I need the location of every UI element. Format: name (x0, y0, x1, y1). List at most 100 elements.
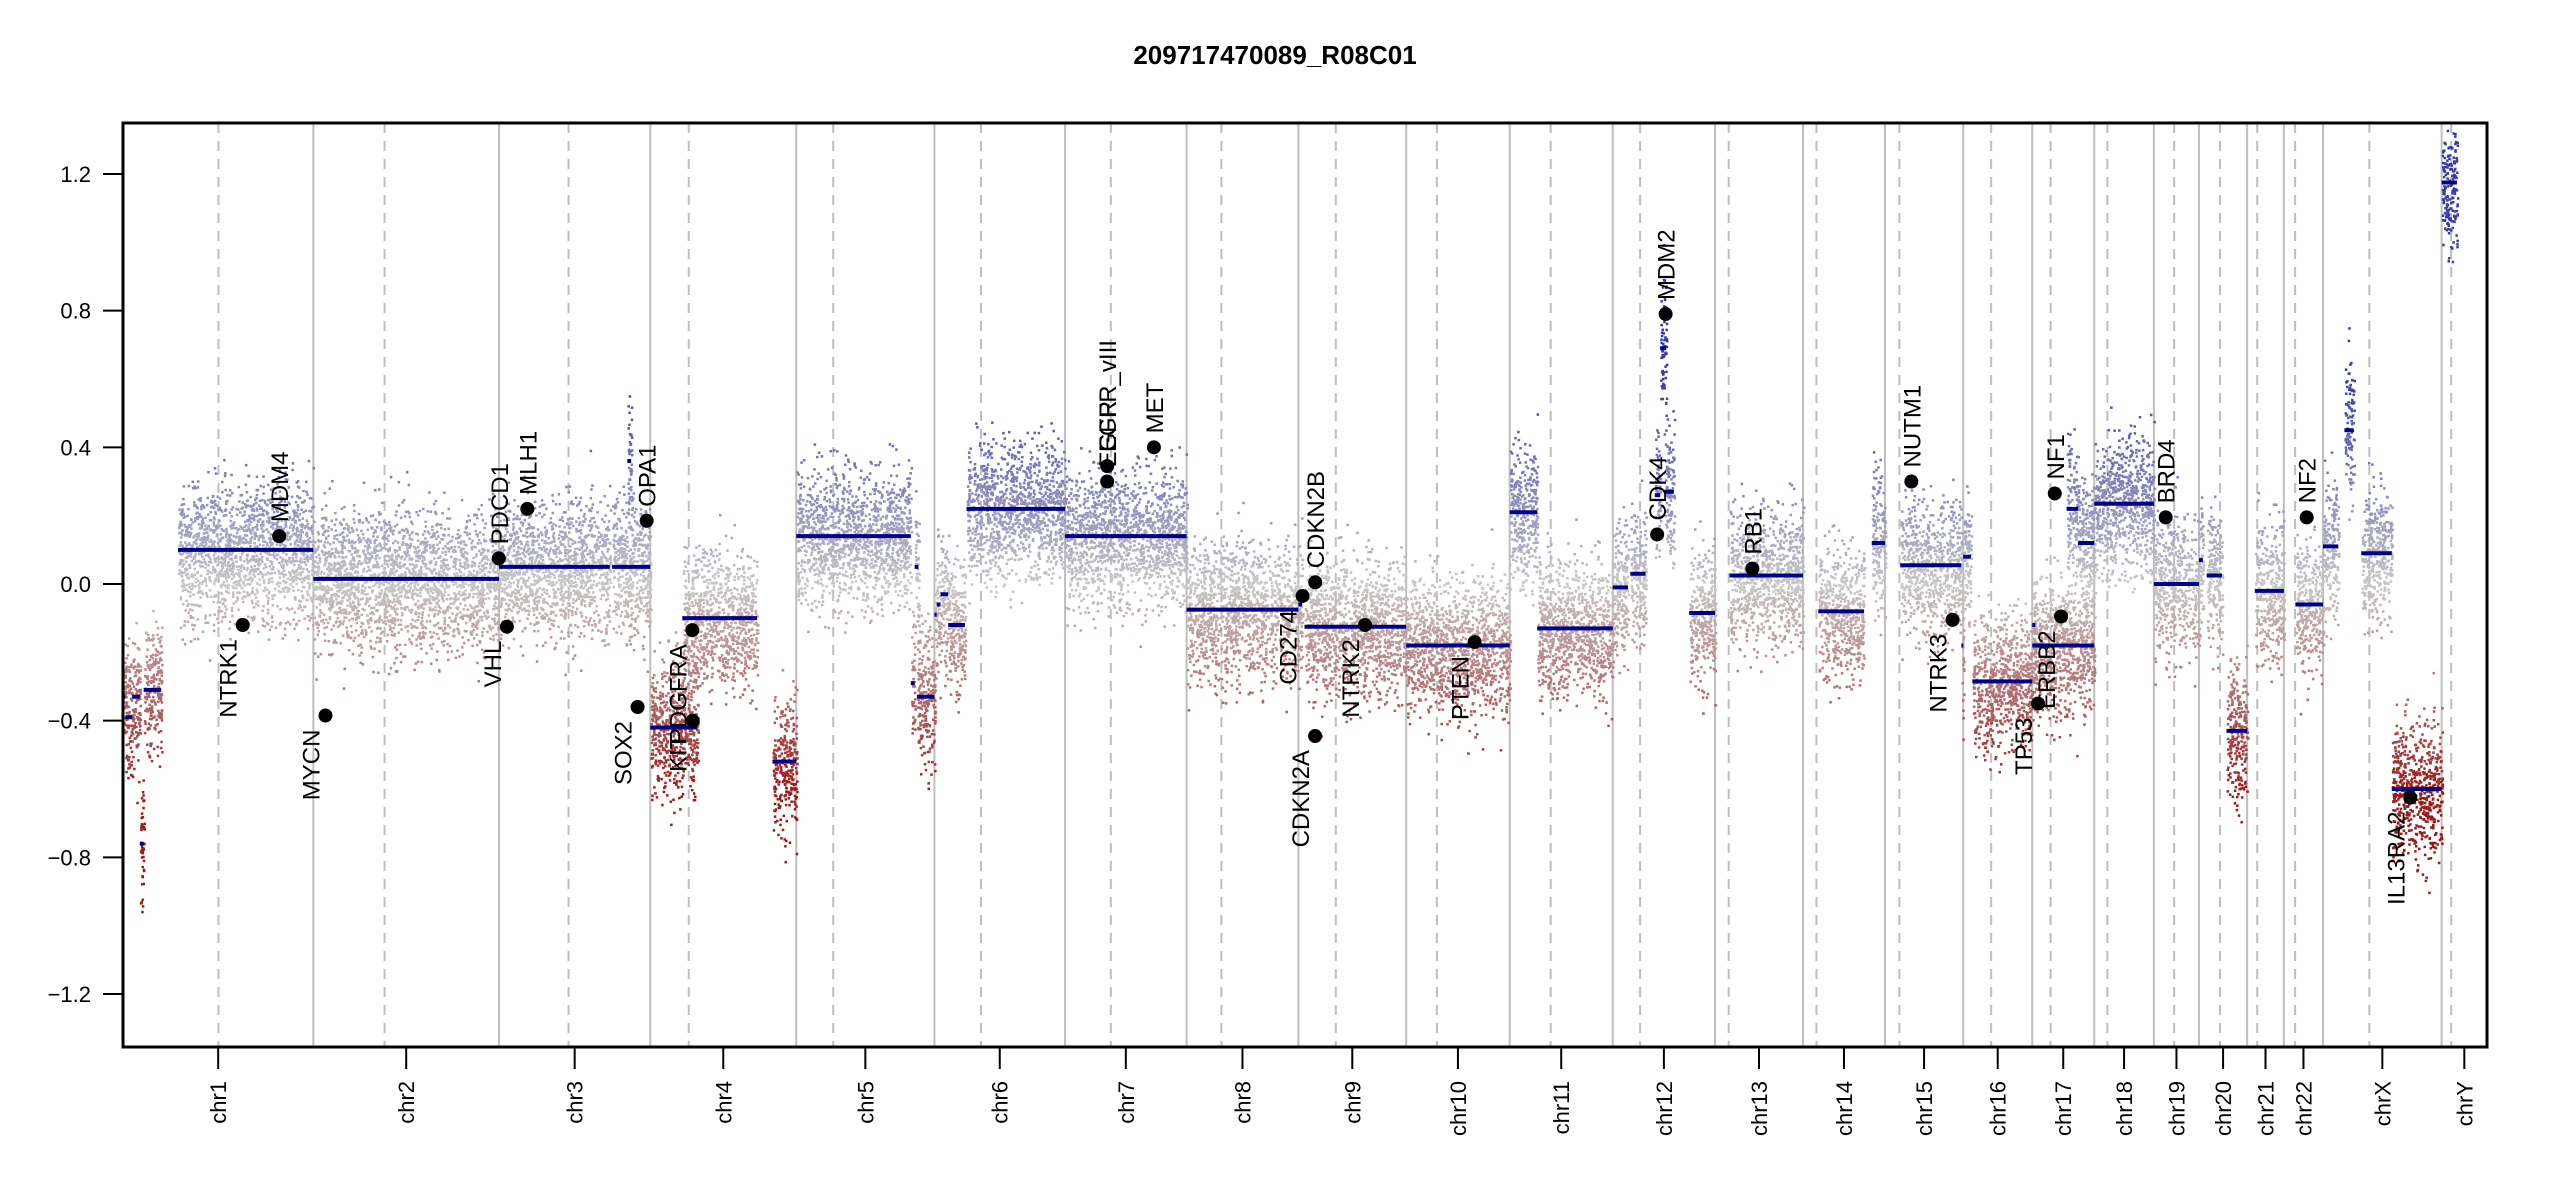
probe-point (574, 577, 577, 580)
probe-point (350, 541, 353, 544)
probe-point (394, 551, 397, 554)
probe-point (334, 523, 337, 526)
probe-point (494, 602, 497, 605)
probe-point (459, 562, 462, 565)
probe-point (145, 655, 148, 658)
probe-point (357, 645, 360, 648)
probe-point (364, 587, 367, 590)
probe-point (527, 605, 530, 608)
cnv-plot: NTRK1MDM4MYCNPDCD1VHLMLH1SOX2OPA1KITPDGF… (0, 0, 2550, 1200)
probe-point (187, 620, 190, 623)
probe-point (254, 593, 257, 596)
probe-point (408, 484, 411, 487)
probe-point (138, 671, 141, 674)
probe-point (398, 589, 401, 592)
probe-point (231, 492, 234, 495)
probe-point (465, 557, 468, 560)
probe-point (427, 530, 430, 533)
probe-point (348, 531, 351, 534)
probe-point (346, 604, 349, 607)
probe-point (299, 539, 302, 542)
probe-point (322, 524, 325, 527)
probe-point (221, 573, 224, 576)
probe-point (265, 566, 268, 569)
probe-point (295, 622, 298, 625)
probe-point (232, 506, 235, 509)
probe-point (349, 636, 352, 639)
probe-point (352, 582, 355, 585)
probe-point (338, 562, 341, 565)
probe-point (314, 561, 317, 564)
probe-point (298, 519, 301, 522)
probe-point (140, 829, 143, 832)
probe-point (598, 582, 601, 585)
probe-point (126, 755, 129, 758)
probe-point (558, 525, 561, 528)
probe-point (127, 743, 130, 746)
probe-point (142, 800, 145, 803)
probe-point (294, 522, 297, 525)
probe-point (246, 491, 249, 494)
probe-point (243, 530, 246, 533)
probe-point (358, 610, 361, 613)
probe-point (185, 560, 188, 563)
probe-point (429, 544, 432, 547)
probe-point (472, 546, 475, 549)
probe-point (453, 598, 456, 601)
probe-point (258, 514, 261, 517)
probe-point (544, 526, 547, 529)
probe-point (400, 603, 403, 606)
probe-point (326, 585, 329, 588)
probe-point (364, 629, 367, 632)
probe-point (255, 502, 257, 505)
probe-point (160, 747, 163, 750)
probe-point (518, 518, 521, 521)
probe-point (144, 720, 147, 723)
probe-point (218, 578, 221, 581)
probe-point (411, 642, 414, 645)
probe-point (225, 503, 228, 506)
probe-point (577, 595, 580, 598)
probe-point (247, 616, 250, 619)
probe-point (441, 641, 444, 644)
probe-point (406, 567, 409, 570)
probe-point (492, 638, 495, 641)
probe-point (570, 580, 573, 583)
probe-point (421, 617, 424, 620)
probe-point (458, 584, 461, 587)
probe-point (277, 526, 280, 529)
probe-point (562, 520, 565, 523)
probe-point (348, 539, 351, 542)
probe-point (226, 580, 229, 583)
probe-point (447, 585, 450, 588)
probe-point (293, 560, 296, 563)
probe-point (150, 676, 153, 679)
probe-point (337, 611, 340, 614)
probe-point (180, 596, 183, 599)
probe-point (431, 525, 434, 528)
probe-point (295, 556, 298, 559)
probe-point (463, 599, 466, 602)
probe-point (182, 638, 185, 641)
probe-point (350, 553, 353, 556)
probe-point (389, 625, 392, 628)
probe-point (242, 537, 245, 540)
probe-point (187, 508, 190, 511)
probe-point (435, 588, 438, 591)
probe-point (386, 523, 389, 526)
probe-point (472, 596, 475, 599)
probe-point (350, 589, 353, 592)
probe-point (216, 564, 219, 567)
probe-point (372, 613, 375, 616)
probe-point (408, 591, 411, 594)
probe-point (262, 605, 265, 608)
probe-point (216, 533, 219, 536)
probe-point (194, 555, 197, 558)
probe-point (271, 563, 274, 566)
probe-point (424, 546, 427, 549)
probe-point (238, 580, 241, 583)
probe-point (213, 580, 216, 583)
probe-point (469, 533, 472, 536)
probe-point (209, 558, 212, 561)
probe-point (338, 590, 341, 593)
